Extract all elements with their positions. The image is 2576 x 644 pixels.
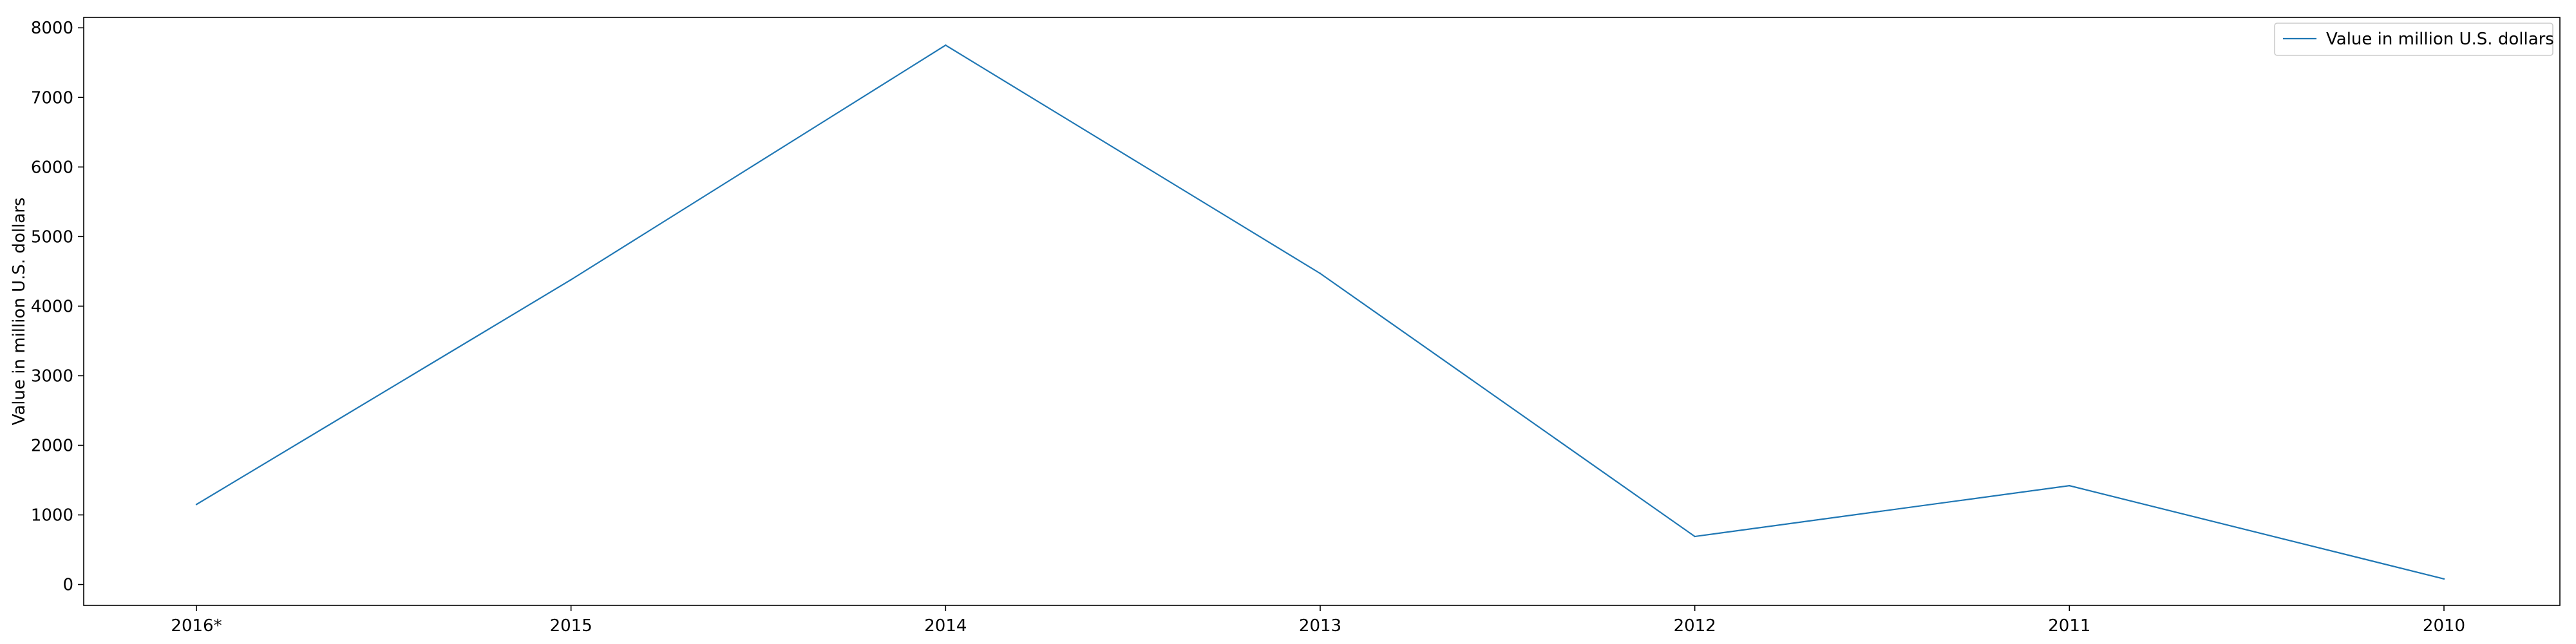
y-tick-label: 3000 (31, 366, 73, 386)
y-axis-ticks: 0 1000 2000 3000 4000 5000 6000 7000 8000 (31, 19, 84, 595)
data-point (2443, 578, 2445, 580)
x-tick-label: 2012 (1674, 616, 1716, 636)
y-tick-label: 6000 (31, 158, 73, 177)
legend: Value in million U.S. dollars (2274, 23, 2554, 56)
y-tick-label: 0 (62, 576, 73, 595)
data-point (1694, 535, 1696, 538)
x-tick-label: 2013 (1299, 616, 1341, 636)
legend-box (2274, 23, 2553, 56)
data-point (2069, 484, 2070, 487)
y-tick-label: 5000 (31, 227, 73, 247)
data-point (1319, 272, 1321, 274)
x-tick-label: 2015 (550, 616, 592, 636)
x-tick-label: 2014 (924, 616, 967, 636)
data-point (195, 504, 198, 506)
data-point (945, 44, 947, 46)
series-layer (195, 44, 2445, 580)
x-tick-label: 2010 (2423, 616, 2465, 636)
y-tick-label: 2000 (31, 436, 73, 455)
x-tick-label: 2016* (171, 616, 222, 636)
y-tick-label: 7000 (31, 88, 73, 108)
data-point (570, 279, 572, 281)
plot-area-frame (83, 17, 2561, 606)
series-line (196, 44, 2445, 580)
y-tick-label: 4000 (31, 297, 73, 316)
y-tick-label: 8000 (31, 19, 73, 38)
x-axis-ticks: 2016* 2015 2014 2013 2012 2011 2010 (171, 605, 2465, 636)
legend-label: Value in million U.S. dollars (2326, 30, 2554, 49)
x-tick-label: 2011 (2048, 616, 2090, 636)
y-tick-label: 1000 (31, 506, 73, 526)
y-axis-title: Value in million U.S. dollars (10, 198, 29, 426)
